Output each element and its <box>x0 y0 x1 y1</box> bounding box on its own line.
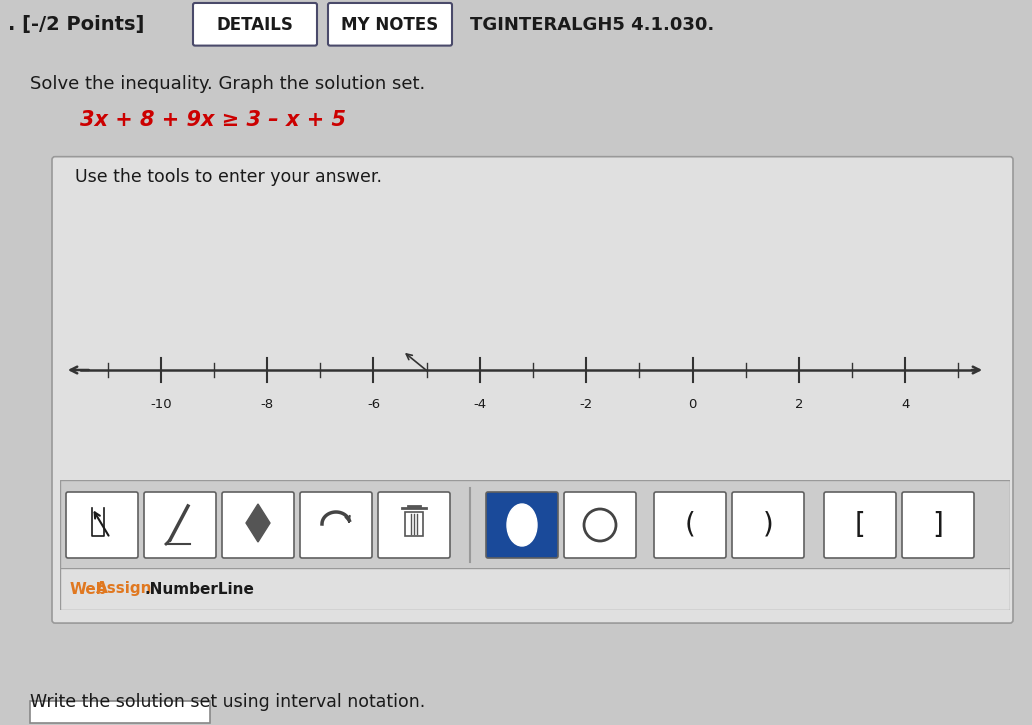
FancyBboxPatch shape <box>654 492 725 558</box>
Text: MY NOTES: MY NOTES <box>342 16 439 34</box>
FancyBboxPatch shape <box>732 492 804 558</box>
Text: [: [ <box>854 511 866 539</box>
Text: Write the solution set using interval notation.: Write the solution set using interval no… <box>30 693 425 711</box>
FancyBboxPatch shape <box>144 492 216 558</box>
Text: . [-/2 Points]: . [-/2 Points] <box>8 15 144 34</box>
Text: -2: -2 <box>580 398 592 411</box>
Text: -4: -4 <box>474 398 486 411</box>
Text: ]: ] <box>933 511 943 539</box>
Text: Web: Web <box>70 581 107 597</box>
FancyBboxPatch shape <box>328 3 452 46</box>
FancyBboxPatch shape <box>824 492 896 558</box>
Bar <box>405 512 423 536</box>
Text: 2: 2 <box>795 398 803 411</box>
Text: -6: -6 <box>367 398 380 411</box>
Bar <box>30 701 209 723</box>
Text: 4: 4 <box>901 398 909 411</box>
Text: Use the tools to enter your answer.: Use the tools to enter your answer. <box>75 167 382 186</box>
Text: 0: 0 <box>688 398 697 411</box>
FancyBboxPatch shape <box>565 492 636 558</box>
Polygon shape <box>246 504 270 542</box>
Text: TGINTERALGH5 4.1.030.: TGINTERALGH5 4.1.030. <box>470 16 714 34</box>
FancyBboxPatch shape <box>486 492 558 558</box>
Text: Solve the inequality. Graph the solution set.: Solve the inequality. Graph the solution… <box>30 75 425 93</box>
FancyBboxPatch shape <box>193 3 317 46</box>
FancyBboxPatch shape <box>902 492 974 558</box>
FancyBboxPatch shape <box>300 492 372 558</box>
FancyBboxPatch shape <box>52 157 1013 623</box>
Text: DETAILS: DETAILS <box>217 16 293 34</box>
Text: ): ) <box>763 511 773 539</box>
FancyBboxPatch shape <box>222 492 294 558</box>
Text: .NumberLine: .NumberLine <box>146 581 255 597</box>
Text: (: ( <box>684 511 696 539</box>
Text: -10: -10 <box>150 398 171 411</box>
Ellipse shape <box>507 504 537 546</box>
Text: Assign: Assign <box>96 581 153 597</box>
FancyBboxPatch shape <box>66 492 138 558</box>
Text: -8: -8 <box>260 398 273 411</box>
Text: 3x + 8 + 9x ≥ 3 – x + 5: 3x + 8 + 9x ≥ 3 – x + 5 <box>80 109 346 130</box>
FancyBboxPatch shape <box>378 492 450 558</box>
